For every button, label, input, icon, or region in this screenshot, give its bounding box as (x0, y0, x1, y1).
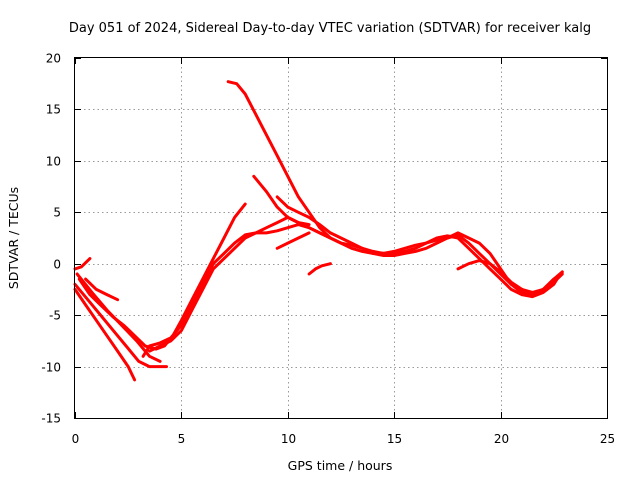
x-tick-label: 20 (494, 432, 509, 446)
y-tick-label: 15 (46, 103, 61, 117)
series-trace-7 (141, 223, 332, 358)
axis-ticks: 0 5 10 15 20 25 -15 -10 -5 0 5 10 15 20 (41, 52, 615, 447)
series-trace-6 (84, 277, 120, 302)
y-tick-label: 20 (46, 52, 61, 66)
grid (75, 58, 607, 418)
series-trace-9 (226, 80, 562, 299)
x-tick-label: 0 (72, 432, 80, 446)
series-group (73, 80, 564, 382)
series-trace-3 (73, 282, 168, 369)
y-tick-label: 0 (53, 258, 61, 272)
x-tick-label: 10 (281, 432, 296, 446)
y-tick-label: -10 (41, 361, 61, 375)
x-tick-label: 5 (178, 432, 186, 446)
series-trace-5 (77, 202, 247, 351)
y-tick-label: -5 (49, 309, 61, 323)
series-trace-14 (456, 259, 564, 294)
series-trace-12 (275, 231, 311, 250)
x-tick-label: 25 (600, 432, 615, 446)
plot-frame (74, 57, 608, 419)
series-trace-2 (73, 287, 137, 382)
y-tick-label: -15 (41, 412, 61, 426)
series-trace-1 (73, 257, 92, 271)
chart-title: Day 051 of 2024, Sidereal Day-to-day VTE… (69, 21, 591, 36)
y-axis-label: SDTVAR / TECUs (6, 187, 21, 289)
y-tick-label: 5 (53, 206, 61, 220)
series-trace-8 (148, 215, 311, 353)
x-axis-label: GPS time / hours (288, 458, 393, 473)
x-tick-label: 15 (387, 432, 402, 446)
series-trace-10 (252, 174, 564, 297)
series-trace-13 (307, 262, 332, 276)
y-tick-label: 10 (46, 155, 61, 169)
